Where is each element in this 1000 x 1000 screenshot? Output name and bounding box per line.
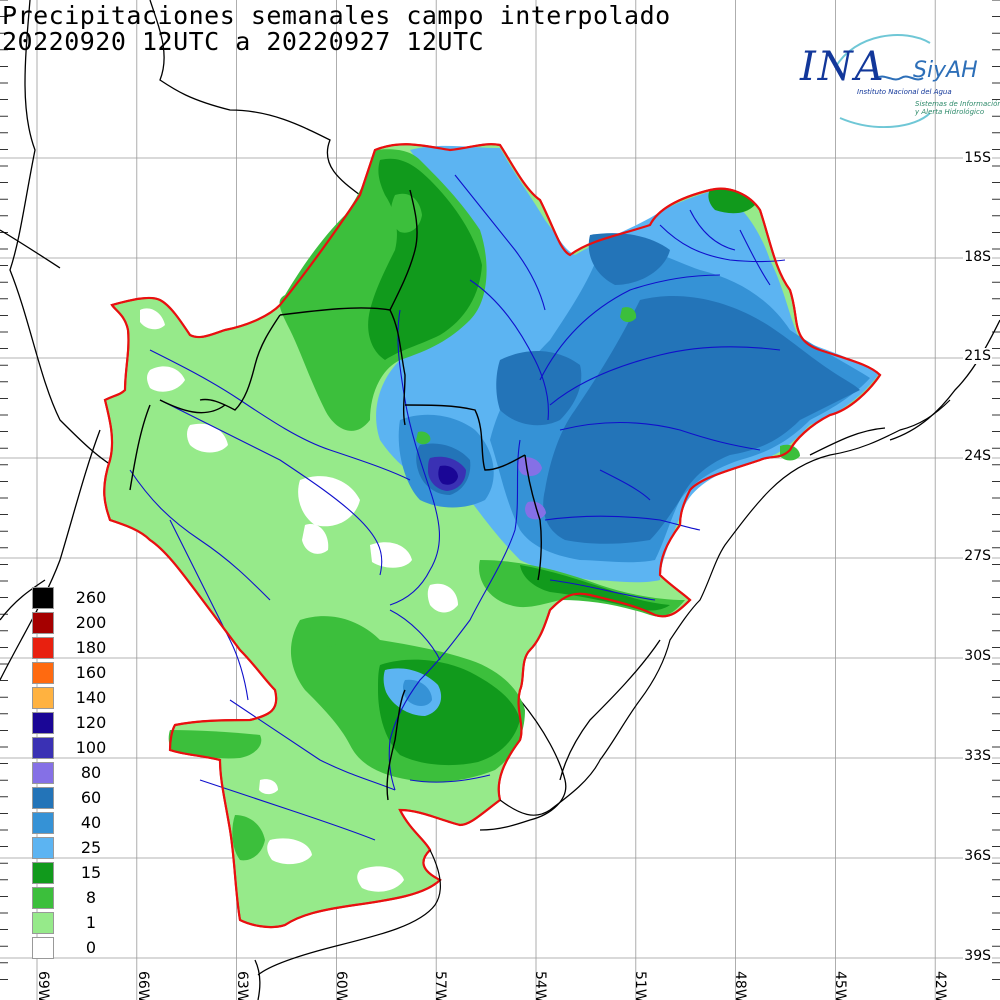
legend-item: 180 (30, 635, 106, 660)
legend-swatch (32, 612, 54, 634)
legend-label: 60 (80, 788, 102, 807)
legend-label: 100 (75, 738, 107, 757)
legend-label: 15 (80, 863, 102, 882)
legend-item: 8 (30, 885, 100, 910)
lon-label-57w: 57W (432, 971, 448, 1000)
ina-siyah-logo: INA SiyAH Instituto Nacional del Agua Si… (795, 28, 1000, 128)
legend-swatch (32, 812, 54, 834)
country-borders (129, 189, 542, 801)
lon-label-54w: 54W (532, 971, 548, 1000)
legend-item: 100 (30, 735, 106, 760)
legend-label: 8 (85, 888, 97, 907)
logo-siyah-text: SiyAH (913, 58, 978, 83)
precipitation-legend: 260 200 180 160 140 120 100 80 60 40 25 15 8 1 0 (30, 585, 106, 960)
lat-label-24s: 24S (963, 448, 992, 464)
lat-label-36s: 36S (963, 848, 992, 864)
lon-label-48w: 48W (732, 971, 748, 1000)
lon-label-45w: 45W (832, 971, 848, 1000)
legend-label: 25 (80, 838, 102, 857)
legend-swatch (32, 637, 54, 659)
legend-swatch (32, 762, 54, 784)
legend-item: 0 (30, 935, 100, 960)
legend-item: 260 (30, 585, 106, 610)
lat-label-15s: 15S (963, 150, 992, 166)
lat-label-30s: 30S (963, 648, 992, 664)
lat-label-33s: 33S (963, 748, 992, 764)
legend-label: 80 (80, 763, 102, 782)
coastline (257, 399, 951, 976)
legend-label: 260 (75, 588, 107, 607)
legend-item: 160 (30, 660, 106, 685)
logo-tagline-1: Sistemas de Información (915, 100, 1000, 108)
map-date-range: 20220920 12UTC a 20220927 12UTC (2, 27, 485, 56)
lon-label-66w: 66W (135, 971, 151, 1000)
map-title: Precipitaciones semanales campo interpol… (2, 1, 671, 30)
legend-item: 200 (30, 610, 106, 635)
legend-label: 160 (75, 663, 107, 682)
lat-label-39s: 39S (963, 948, 992, 964)
lat-label-27s: 27S (963, 548, 992, 564)
legend-swatch (32, 662, 54, 684)
legend-item: 25 (30, 835, 101, 860)
legend-item: 140 (30, 685, 106, 710)
legend-swatch (32, 937, 54, 959)
legend-swatch (32, 837, 54, 859)
legend-swatch (32, 587, 54, 609)
legend-label: 140 (75, 688, 107, 707)
legend-swatch (32, 712, 54, 734)
logo-ina-text: INA (800, 44, 886, 90)
lon-label-69w: 69W (35, 971, 51, 1000)
legend-swatch (32, 687, 54, 709)
legend-swatch (32, 887, 54, 909)
legend-item: 80 (30, 760, 101, 785)
legend-item: 120 (30, 710, 106, 735)
legend-swatch (32, 862, 54, 884)
legend-label: 1 (85, 913, 97, 932)
legend-swatch (32, 912, 54, 934)
lon-label-63w: 63W (234, 971, 250, 1000)
legend-item: 40 (30, 810, 101, 835)
basin-outline (103, 143, 882, 929)
legend-swatch (32, 737, 54, 759)
logo-institute-text: Instituto Nacional del Agua (857, 88, 952, 96)
legend-label: 40 (80, 813, 102, 832)
legend-item: 1 (30, 910, 100, 935)
legend-label: 120 (75, 713, 107, 732)
lat-label-18s: 18S (963, 249, 992, 265)
legend-label: 200 (75, 613, 107, 632)
lat-label-21s: 21S (963, 348, 992, 364)
legend-label: 180 (75, 638, 107, 657)
legend-label: 0 (85, 938, 97, 957)
logo-tagline-2: y Alerta Hidrológico (915, 108, 985, 116)
legend-swatch (32, 787, 54, 809)
logo-swoosh-icon (834, 34, 931, 128)
lon-label-60w: 60W (333, 971, 349, 1000)
legend-item: 60 (30, 785, 101, 810)
lon-label-51w: 51W (632, 971, 648, 1000)
lon-label-42w: 42W (932, 971, 948, 1000)
legend-item: 15 (30, 860, 101, 885)
